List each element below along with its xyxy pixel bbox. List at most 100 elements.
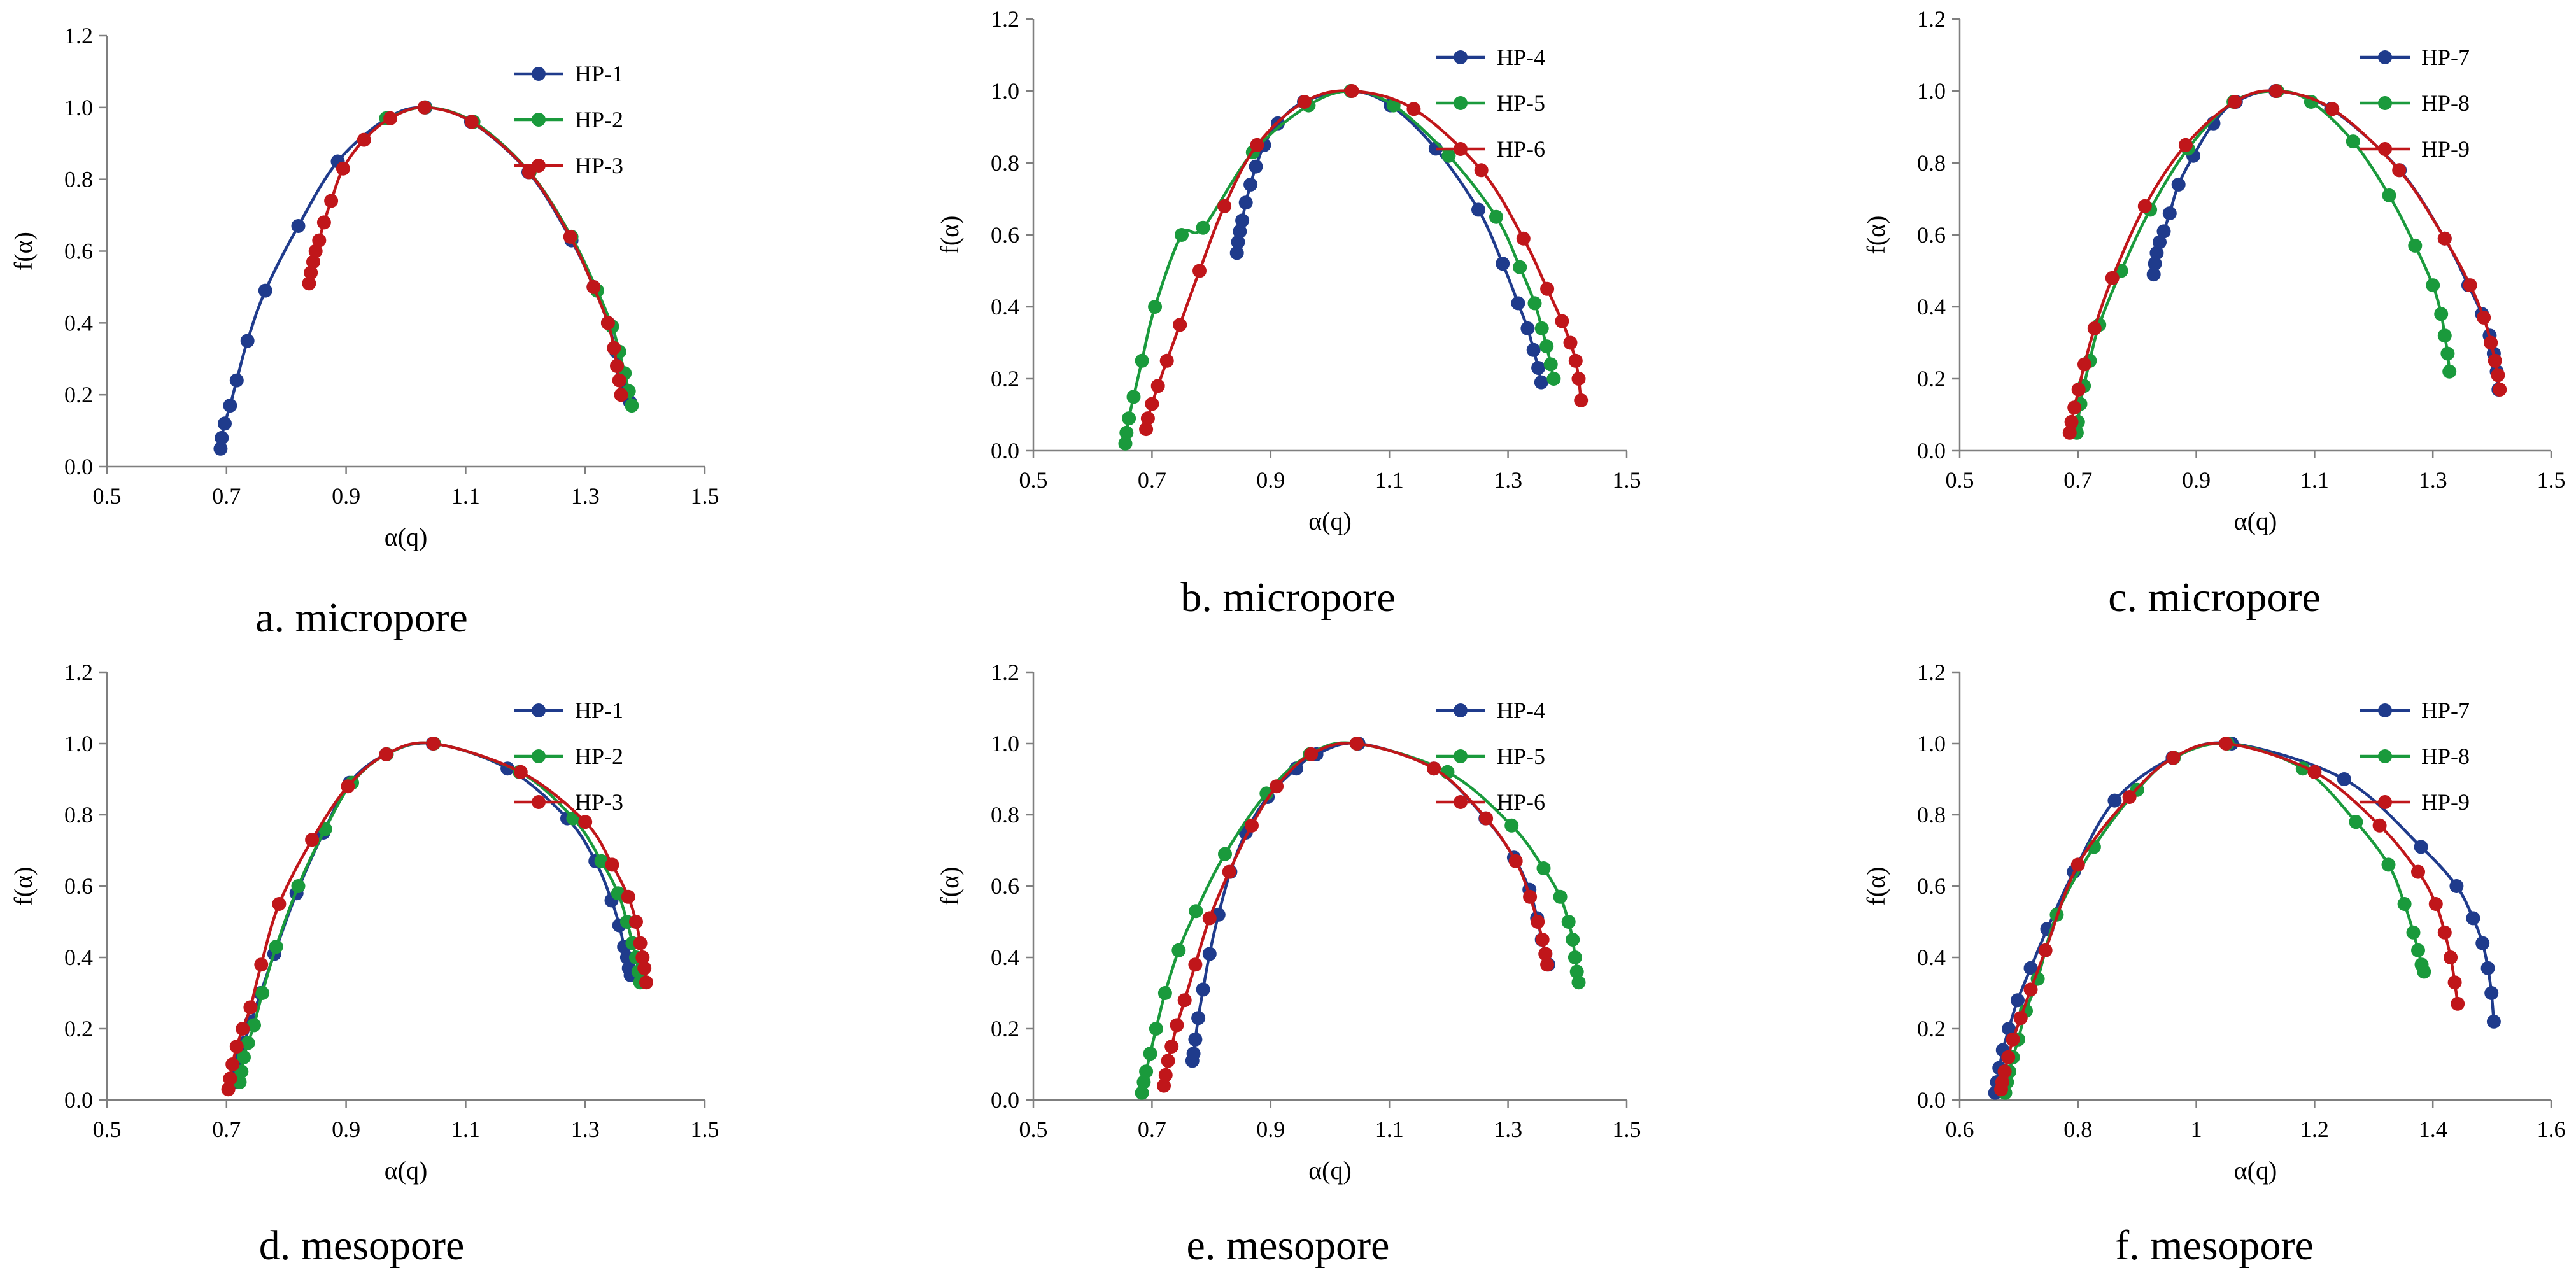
- data-point: [2440, 346, 2455, 361]
- data-point: [2038, 943, 2053, 957]
- legend-label: HP-3: [575, 789, 623, 815]
- x-tick-label: 1.5: [691, 483, 719, 509]
- y-tick-label: 1.2: [991, 6, 1019, 32]
- data-point: [379, 747, 393, 761]
- series-hp-4: [1185, 737, 1555, 1068]
- x-axis-label: α(q): [385, 523, 428, 551]
- data-point: [1186, 1047, 1201, 1061]
- legend-entry-hp-1: HP-1: [514, 61, 623, 87]
- series-hp-2: [379, 100, 639, 413]
- data-point: [305, 833, 320, 847]
- data-point: [1534, 321, 1549, 335]
- data-point: [2013, 1011, 2028, 1026]
- legend-entry-hp-3: HP-3: [514, 789, 623, 815]
- data-point: [2437, 231, 2452, 246]
- data-point: [1513, 260, 1527, 274]
- data-point: [2166, 751, 2181, 765]
- x-tick-label: 0.7: [1138, 1117, 1166, 1142]
- data-point: [2087, 321, 2102, 335]
- chart-panel-1: 0.0 0.2 0.4 0.6 0.8 1.0 1.2 0.5 0.7 0.9 1.1 1.3 1.5 α…: [9, 23, 719, 641]
- data-point: [1471, 202, 1485, 217]
- legend-marker: [532, 67, 546, 81]
- x-tick-label: 0.5: [1019, 1117, 1048, 1142]
- data-point: [2381, 857, 2396, 872]
- chart-panel-4: 0.0 0.2 0.4 0.6 0.8 1.0 1.2 0.5 0.7 0.9 1.1 1.3 1.5 α…: [9, 660, 719, 1269]
- data-point: [2466, 911, 2480, 926]
- legend-entry-hp-9: HP-9: [2360, 789, 2470, 815]
- data-point: [2447, 975, 2462, 990]
- data-point: [1520, 321, 1535, 335]
- x-tick-label: 1.2: [2300, 1117, 2329, 1142]
- data-point: [2463, 278, 2477, 293]
- data-point: [2337, 772, 2351, 786]
- data-point: [1139, 422, 1154, 437]
- y-tick-label: 0.8: [64, 167, 93, 192]
- data-point: [2002, 1022, 2016, 1036]
- y-tick-label: 0.0: [991, 1087, 1019, 1113]
- legend-entry-hp-6: HP-6: [1436, 136, 1545, 162]
- x-tick-label: 0.5: [1946, 467, 1974, 493]
- legend-label: HP-1: [575, 61, 623, 87]
- data-point: [1571, 975, 1586, 990]
- legend-label: HP-9: [2421, 789, 2470, 815]
- data-point: [2484, 335, 2498, 350]
- legend-marker: [532, 749, 546, 763]
- data-point: [247, 1018, 261, 1033]
- y-tick-label: 0.4: [1917, 294, 1946, 320]
- data-point: [1568, 950, 1582, 964]
- data-point: [2475, 936, 2490, 950]
- data-point: [243, 1000, 258, 1015]
- data-point: [2062, 425, 2077, 440]
- series-curve: [2004, 742, 2426, 1094]
- data-point: [2011, 993, 2025, 1008]
- x-tick-label: 1.1: [2300, 467, 2329, 493]
- data-point: [1231, 235, 1245, 250]
- data-point: [1534, 375, 1548, 390]
- legend-label: HP-6: [1497, 789, 1545, 815]
- panel-caption: b. micropore: [1180, 574, 1395, 621]
- series-hp-8: [2069, 84, 2457, 440]
- legend-marker: [2378, 749, 2392, 763]
- data-point: [2493, 383, 2507, 397]
- y-tick-label: 0.2: [64, 382, 93, 407]
- x-tick-label: 0.9: [332, 483, 360, 509]
- data-point: [1140, 411, 1155, 426]
- data-point: [1177, 993, 1192, 1008]
- data-point: [2480, 961, 2495, 975]
- series-curve: [1999, 742, 2459, 1090]
- data-point: [2411, 864, 2425, 879]
- x-tick-label: 0.8: [2063, 1117, 2092, 1142]
- y-tick-label: 0.4: [1917, 945, 1946, 970]
- x-axis-label: α(q): [385, 1156, 428, 1185]
- data-point: [1504, 818, 1519, 833]
- data-point: [2023, 982, 2038, 997]
- data-point: [255, 986, 270, 1000]
- x-tick-label: 1: [2191, 1117, 2202, 1142]
- legend-entry-hp-7: HP-7: [2360, 45, 2470, 70]
- x-tick-label: 1.6: [2537, 1117, 2566, 1142]
- data-point: [1222, 864, 1236, 879]
- data-point: [383, 111, 398, 125]
- data-point: [221, 1082, 236, 1097]
- data-point: [1175, 228, 1189, 242]
- data-point: [610, 359, 624, 373]
- y-axis-label: f(α): [935, 867, 964, 906]
- data-point: [563, 229, 577, 244]
- data-point: [1189, 904, 1203, 919]
- data-point: [1571, 372, 1586, 386]
- y-tick-label: 1.0: [991, 731, 1019, 756]
- y-tick-label: 1.2: [1917, 6, 1946, 32]
- x-tick-label: 0.5: [1019, 467, 1048, 493]
- data-point: [1157, 986, 1172, 1000]
- data-point: [1250, 138, 1264, 152]
- data-point: [2107, 793, 2122, 808]
- y-tick-label: 0.2: [1917, 1016, 1946, 1041]
- legend-marker: [1454, 96, 1468, 110]
- panel-caption: d. mesopore: [259, 1222, 465, 1269]
- data-point: [1173, 318, 1187, 332]
- data-point: [2442, 364, 2457, 379]
- data-point: [1345, 84, 1359, 98]
- y-tick-label: 0.4: [991, 945, 1019, 970]
- series-curve: [1144, 89, 1583, 430]
